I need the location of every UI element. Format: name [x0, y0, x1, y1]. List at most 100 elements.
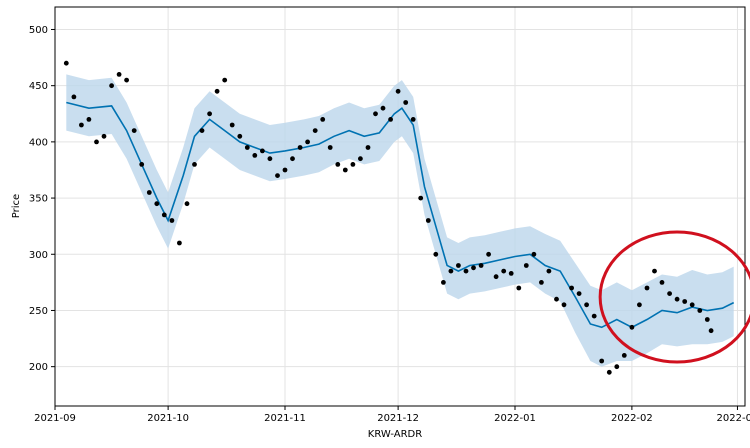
y-axis-label: Price	[11, 194, 22, 218]
forecast-line-layer	[66, 101, 735, 329]
y-tick-label: 400	[29, 137, 48, 148]
observed-point	[327, 145, 333, 150]
y-tick-label: 200	[29, 362, 48, 373]
observed-point	[116, 72, 122, 77]
uncertainty-band-layer	[66, 74, 734, 367]
observed-point	[342, 167, 348, 173]
observed-point	[373, 111, 378, 117]
forecast-line	[66, 101, 735, 329]
observed-point	[252, 153, 258, 158]
observed-point	[531, 251, 537, 257]
observed-point	[131, 128, 137, 134]
observed-point	[704, 317, 710, 322]
observed-point	[350, 162, 356, 167]
observed-point	[523, 263, 529, 268]
observed-point	[584, 302, 589, 308]
observed-point	[358, 156, 363, 162]
observed-point	[508, 271, 514, 276]
observed-point	[410, 117, 416, 122]
observed-point	[275, 173, 280, 179]
observed-point	[599, 358, 605, 364]
y-tick-label: 350	[29, 194, 48, 205]
observed-point	[161, 212, 167, 218]
x-tick-label: 2021-09	[34, 413, 76, 424]
observed-point	[486, 251, 491, 257]
observed-point	[320, 117, 326, 122]
observed-point	[124, 77, 129, 83]
observed-point	[365, 145, 371, 150]
observed-point	[282, 167, 288, 173]
x-tick-label: 2022-02	[611, 413, 653, 424]
observed-point	[478, 263, 484, 268]
observed-point	[267, 156, 273, 162]
observed-point	[305, 139, 310, 145]
y-tick-label: 250	[29, 306, 48, 317]
observed-point	[644, 285, 650, 291]
plot-frame	[54, 6, 746, 407]
y-tick-label: 500	[29, 25, 48, 36]
observed-point	[674, 296, 680, 302]
observed-point	[403, 100, 409, 105]
observed-point	[395, 88, 401, 94]
observed-point	[637, 302, 642, 308]
observed-point	[169, 218, 175, 223]
observed-point	[154, 201, 160, 207]
observed-point	[214, 88, 220, 94]
observed-point	[471, 265, 476, 271]
observed-point	[629, 324, 635, 330]
observed-points-layer	[63, 60, 714, 375]
observed-point	[652, 268, 657, 274]
observed-point	[621, 353, 627, 358]
observed-point	[184, 201, 190, 207]
observed-point	[418, 195, 424, 201]
observed-point	[94, 139, 99, 145]
observed-point	[659, 280, 665, 285]
observed-point	[86, 117, 92, 122]
uncertainty-band	[66, 74, 734, 367]
observed-point	[312, 128, 318, 134]
observed-point	[222, 77, 228, 83]
observed-point	[192, 162, 197, 167]
observed-point	[501, 268, 507, 274]
observed-point	[388, 117, 393, 122]
y-tick-label: 450	[29, 81, 48, 92]
observed-point	[561, 302, 567, 308]
observed-point	[441, 280, 446, 285]
observed-point	[425, 218, 431, 223]
annotation-layer	[598, 230, 750, 364]
observed-point	[697, 308, 703, 313]
observed-point	[682, 299, 688, 304]
observed-point	[606, 369, 612, 375]
observed-point	[63, 60, 69, 66]
observed-point	[71, 94, 77, 100]
highlight-circle	[598, 230, 750, 364]
observed-point	[576, 291, 582, 296]
observed-point	[708, 328, 714, 334]
observed-point	[229, 122, 235, 128]
x-tick-label: 2021-10	[147, 413, 189, 424]
observed-point	[569, 285, 574, 291]
y-tick-label: 300	[29, 250, 48, 261]
x-tick-label: 2021-12	[377, 413, 419, 424]
observed-point	[335, 162, 341, 167]
observed-point	[79, 122, 84, 128]
observed-point	[177, 240, 182, 246]
observed-point	[237, 133, 243, 139]
observed-point	[456, 263, 461, 268]
x-tick-label: 2022-01	[494, 413, 536, 424]
x-tick-label: 2021-11	[264, 413, 306, 424]
observed-point	[539, 280, 544, 285]
observed-point	[260, 148, 265, 154]
observed-point	[101, 133, 107, 139]
observed-point	[689, 302, 695, 308]
observed-point	[207, 111, 213, 117]
observed-point	[463, 268, 469, 274]
observed-point	[591, 313, 597, 319]
x-tick-label: 2022-03	[717, 413, 750, 424]
observed-point	[493, 274, 499, 280]
observed-point	[546, 268, 552, 274]
observed-point	[244, 145, 250, 150]
observed-point	[516, 285, 522, 291]
